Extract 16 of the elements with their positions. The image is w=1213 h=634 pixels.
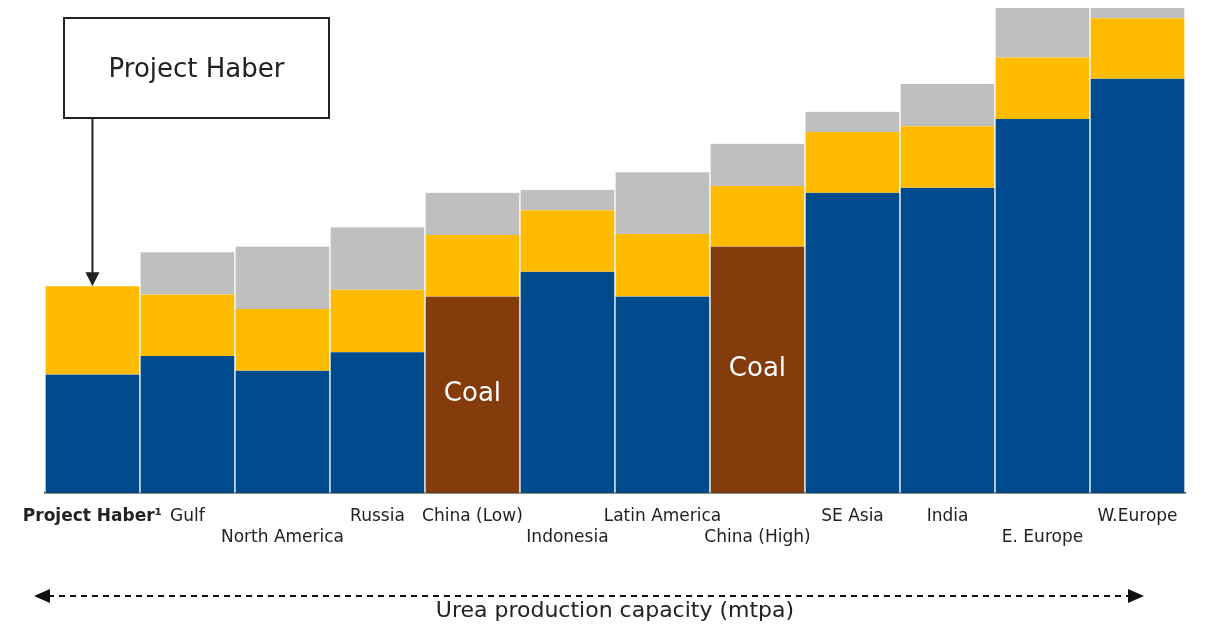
x-tick-label: SE Asia: [821, 505, 884, 526]
x-tick-label: Gulf: [170, 505, 206, 526]
annotation: Project Haber: [108, 52, 285, 83]
x-tick-label: Russia: [350, 505, 405, 526]
x-tick-label: W.Europe: [1097, 505, 1178, 526]
x-tick-label: China (High): [704, 525, 811, 546]
annotation: Coal: [443, 377, 502, 408]
x-tick-label: China (Low): [422, 505, 523, 526]
x-tick-label: E. Europe: [1001, 525, 1084, 546]
x-tick-label: Project Haber¹: [22, 505, 163, 526]
x-tick-label: India: [926, 505, 969, 526]
x-tick-label: North America: [220, 525, 344, 546]
annotation: Coal: [728, 352, 787, 383]
x-axis-title: Urea production capacity (mtpa): [435, 596, 795, 622]
x-tick-label: Indonesia: [526, 525, 609, 546]
x-tick-label: Latin America: [603, 505, 722, 526]
